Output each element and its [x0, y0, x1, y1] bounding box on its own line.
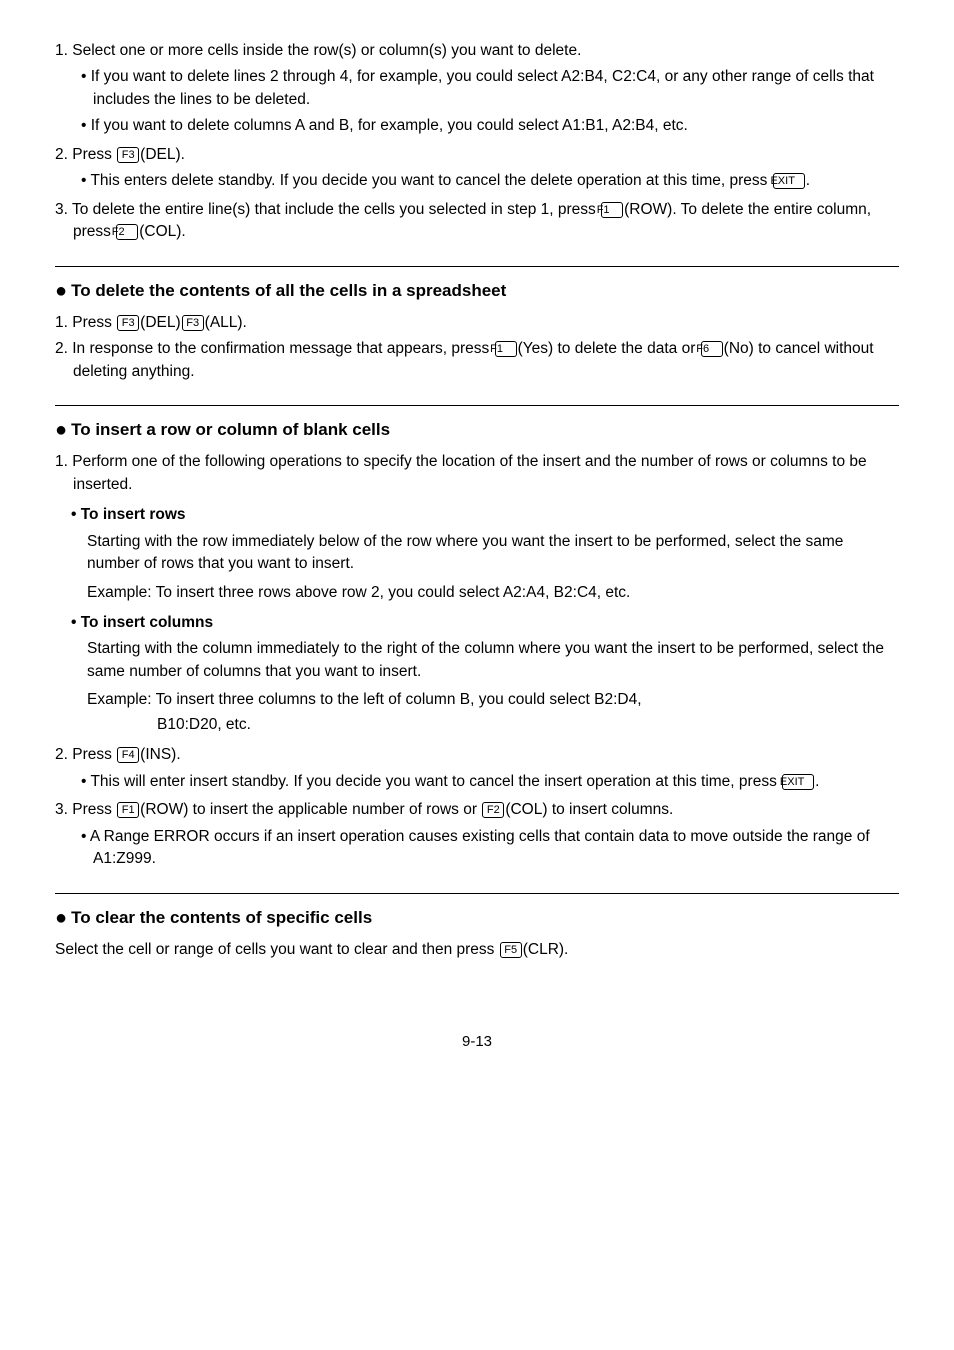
heading-text: To insert a row or column of blank cells: [71, 420, 390, 439]
page-number: 9-13: [55, 1031, 899, 1053]
text-post: .: [806, 172, 810, 189]
text-post: (COL).: [139, 223, 186, 240]
h2-step-1: 1. Perform one of the following operatio…: [55, 451, 899, 496]
text-pre: 2. Press: [55, 146, 116, 163]
key-f6-icon: F6: [701, 341, 723, 357]
heading-text: To delete the contents of all the cells …: [71, 281, 506, 300]
h2-step-2-bullet: This will enter insert standby. If you d…: [81, 771, 899, 793]
step-1a-bullet-2: If you want to delete columns A and B, f…: [81, 115, 899, 137]
text-pre: This will enter insert standby. If you d…: [90, 773, 781, 790]
text-pre: Select the cell or range of cells you wa…: [55, 941, 499, 958]
text-post: .: [815, 773, 819, 790]
h2-step-2: 2. Press F4(INS).: [55, 744, 899, 766]
insert-rows-p2: Example: To insert three rows above row …: [87, 582, 899, 604]
insert-cols-title: • To insert columns: [71, 612, 899, 634]
text-mid: (Yes) to delete the data or: [518, 340, 700, 357]
step-2a: 2. Press F3(DEL).: [55, 144, 899, 166]
insert-cols-p2a: Example: To insert three columns to the …: [87, 689, 899, 711]
insert-cols-p1: Starting with the column immediately to …: [87, 638, 899, 683]
text-post: (DEL).: [140, 146, 185, 163]
bullet-icon: ●: [55, 907, 67, 929]
heading-clear: ●To clear the contents of specific cells: [55, 904, 899, 933]
insert-cols-p2b: B10:D20, etc.: [157, 714, 899, 736]
heading-delete-all: ●To delete the contents of all the cells…: [55, 277, 899, 306]
step-3a: 3. To delete the entire line(s) that inc…: [55, 199, 899, 244]
section-divider: [55, 266, 899, 267]
heading-insert: ●To insert a row or column of blank cell…: [55, 416, 899, 445]
key-f5-icon: F5: [500, 942, 522, 958]
h2-step-3-bullet: A Range ERROR occurs if an insert operat…: [81, 826, 899, 871]
text: If you want to delete columns A and B, f…: [91, 117, 688, 134]
section-divider: [55, 893, 899, 894]
key-f2-icon: F2: [116, 224, 138, 240]
text-pre: 3. Press: [55, 801, 116, 818]
key-f4-icon: F4: [117, 747, 139, 763]
text-post: (CLR).: [523, 941, 569, 958]
h1-step-1: 1. Press F3(DEL)F3(ALL).: [55, 312, 899, 334]
text-pre: 2. In response to the confirmation messa…: [55, 340, 494, 357]
text-pre: 2. Press: [55, 746, 116, 763]
text-post: (COL) to insert columns.: [505, 801, 673, 818]
key-f3-icon: F3: [117, 147, 139, 163]
text-mid: (ROW) to insert the applicable number of…: [140, 801, 481, 818]
key-f1-icon: F1: [601, 202, 623, 218]
text-mid1: (DEL): [140, 314, 180, 331]
text-pre: This enters delete standby. If you decid…: [90, 172, 771, 189]
key-f1-icon: F1: [495, 341, 517, 357]
step-1a: 1. Select one or more cells inside the r…: [55, 40, 899, 62]
h1-step-2: 2. In response to the confirmation messa…: [55, 338, 899, 383]
key-f2-icon: F2: [482, 802, 504, 818]
step-1a-bullet-1: If you want to delete lines 2 through 4,…: [81, 66, 899, 111]
key-exit-icon: EXIT: [773, 173, 805, 189]
text-pre: 1. Press: [55, 314, 116, 331]
key-f3-icon: F3: [117, 315, 139, 331]
section-divider: [55, 405, 899, 406]
h2-step-3: 3. Press F1(ROW) to insert the applicabl…: [55, 799, 899, 821]
insert-rows-p1: Starting with the row immediately below …: [87, 531, 899, 576]
key-f1-icon: F1: [117, 802, 139, 818]
step-2a-bullet-1: This enters delete standby. If you decid…: [81, 170, 899, 192]
text: If you want to delete lines 2 through 4,…: [91, 68, 874, 107]
insert-rows-title: • To insert rows: [71, 504, 899, 526]
heading-text: To clear the contents of specific cells: [71, 908, 372, 927]
key-f3-icon: F3: [182, 315, 204, 331]
bullet-icon: ●: [55, 280, 67, 302]
text: A Range ERROR occurs if an insert operat…: [90, 828, 870, 867]
bullet-icon: ●: [55, 419, 67, 441]
text-post: (ALL).: [205, 314, 247, 331]
h3-paragraph: Select the cell or range of cells you wa…: [55, 939, 899, 961]
key-exit-icon: EXIT: [782, 774, 814, 790]
text-pre: 3. To delete the entire line(s) that inc…: [55, 201, 600, 218]
text-post: (INS).: [140, 746, 180, 763]
